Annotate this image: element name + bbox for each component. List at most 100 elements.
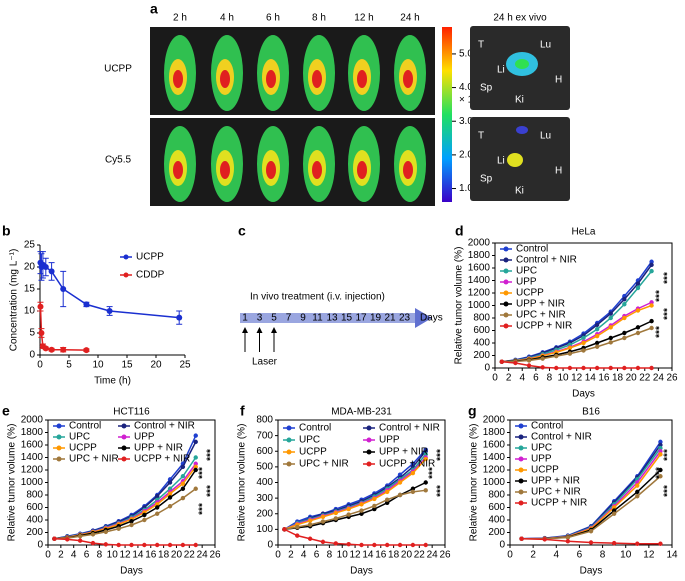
x-tick-label: 20 <box>150 360 162 371</box>
data-point <box>372 542 377 548</box>
data-point <box>193 467 198 473</box>
data-point <box>320 539 326 545</box>
day-label: 11 <box>312 313 323 324</box>
image-background <box>150 118 435 206</box>
legend-swatch <box>366 449 372 455</box>
x-tick-label: 8 <box>600 550 606 561</box>
data-point <box>423 480 428 485</box>
x-tick-label: 20 <box>171 550 183 561</box>
y-axis-label: Relative tumor volume (%) <box>237 424 248 542</box>
y-axis-label: Relative tumor volume (%) <box>7 424 18 542</box>
data-point <box>588 529 594 534</box>
legend-label: UCPP + NIR <box>531 498 587 509</box>
data-point <box>554 353 559 359</box>
y-tick-label: 10 <box>24 306 36 317</box>
legend-label: UPC + NIR <box>531 487 581 498</box>
series-line <box>501 304 652 363</box>
legend-label: UCPP <box>299 447 327 458</box>
organ-label: Lu <box>540 40 551 51</box>
data-point <box>38 330 45 336</box>
mouse-image <box>266 70 276 88</box>
x-tick-label: 10 <box>620 550 632 561</box>
y-tick-label: 400 <box>488 515 505 526</box>
organ-label: T <box>478 40 484 51</box>
data-point <box>180 486 186 491</box>
data-point <box>167 491 173 496</box>
data-point <box>635 365 641 371</box>
series-line <box>501 361 652 369</box>
y-tick-label: 1600 <box>468 263 491 274</box>
data-point <box>526 358 532 363</box>
legend-swatch <box>503 301 509 307</box>
series-line <box>54 488 197 540</box>
data-point <box>635 281 641 286</box>
y-tick-label: 1000 <box>483 477 506 488</box>
data-point <box>154 542 160 548</box>
data-point <box>649 262 654 268</box>
organ-signal <box>507 153 523 167</box>
legend-swatch <box>121 423 127 429</box>
data-point <box>635 308 641 313</box>
x-tick-label: 10 <box>337 550 349 561</box>
data-point <box>77 534 83 539</box>
colorbar-label: 4.0 <box>459 82 473 93</box>
data-point <box>167 480 173 485</box>
mouse-image <box>357 70 367 88</box>
legend-swatch <box>503 312 509 318</box>
data-point <box>60 346 67 353</box>
y-axis-label: Concentration (mg L⁻¹) <box>9 249 20 352</box>
legend-label: UCPP <box>136 252 164 263</box>
organ-label: Sp <box>480 174 493 185</box>
legend-label: UPP <box>531 454 552 465</box>
data-point <box>193 439 198 445</box>
data-point <box>372 503 377 509</box>
y-tick-label: 1200 <box>21 465 44 476</box>
y-tick-label: 1600 <box>21 440 44 451</box>
colorbar-label: 5.0 <box>459 49 473 60</box>
image-background <box>150 27 435 115</box>
data-point <box>90 540 96 546</box>
x-tick-label: 6 <box>577 550 583 561</box>
y-tick-label: 0 <box>29 350 35 361</box>
data-point <box>359 502 364 507</box>
y-tick-label: 800 <box>26 490 43 501</box>
chart-title: HeLa <box>572 227 596 238</box>
legend-swatch <box>518 456 524 462</box>
x-tick-label: 6 <box>84 550 90 561</box>
colorbar-label: 3.0 <box>459 116 473 127</box>
y-axis-label: Relative tumor volume (%) <box>469 424 480 542</box>
data-point <box>142 512 147 518</box>
data-point <box>116 526 121 531</box>
significance-label: *** <box>436 449 447 461</box>
colorbar-label: 2.0 <box>459 150 473 161</box>
data-point <box>193 486 198 491</box>
y-tick-label: 800 <box>488 490 505 501</box>
legend-swatch <box>503 323 509 329</box>
timeline-arrow <box>415 308 432 328</box>
day-label: 7 <box>286 313 292 324</box>
legend-label: UPP + NIR <box>134 443 183 454</box>
mouse-image <box>220 161 230 179</box>
organ-label: Li <box>497 156 505 167</box>
data-point <box>635 494 640 499</box>
y-tick-label: 2000 <box>468 238 491 249</box>
x-tick-label: 10 <box>92 360 104 371</box>
data-point <box>333 510 339 516</box>
significance-label: *** <box>663 449 674 461</box>
data-point <box>658 467 663 473</box>
legend-swatch <box>366 425 372 431</box>
time-label: 4 h <box>220 13 234 24</box>
y-tick-label: 200 <box>26 527 43 538</box>
y-tick-label: 600 <box>488 502 505 513</box>
legend-swatch <box>121 456 127 462</box>
legend-label: UPP <box>379 435 400 446</box>
chart-title: HCT116 <box>113 407 150 418</box>
mouse-image <box>403 161 413 179</box>
data-point <box>193 433 198 438</box>
y-tick-label: 25 <box>24 240 36 251</box>
data-point <box>635 285 641 291</box>
data-point <box>320 519 326 524</box>
data-point <box>622 335 627 341</box>
legend-swatch <box>121 434 127 440</box>
